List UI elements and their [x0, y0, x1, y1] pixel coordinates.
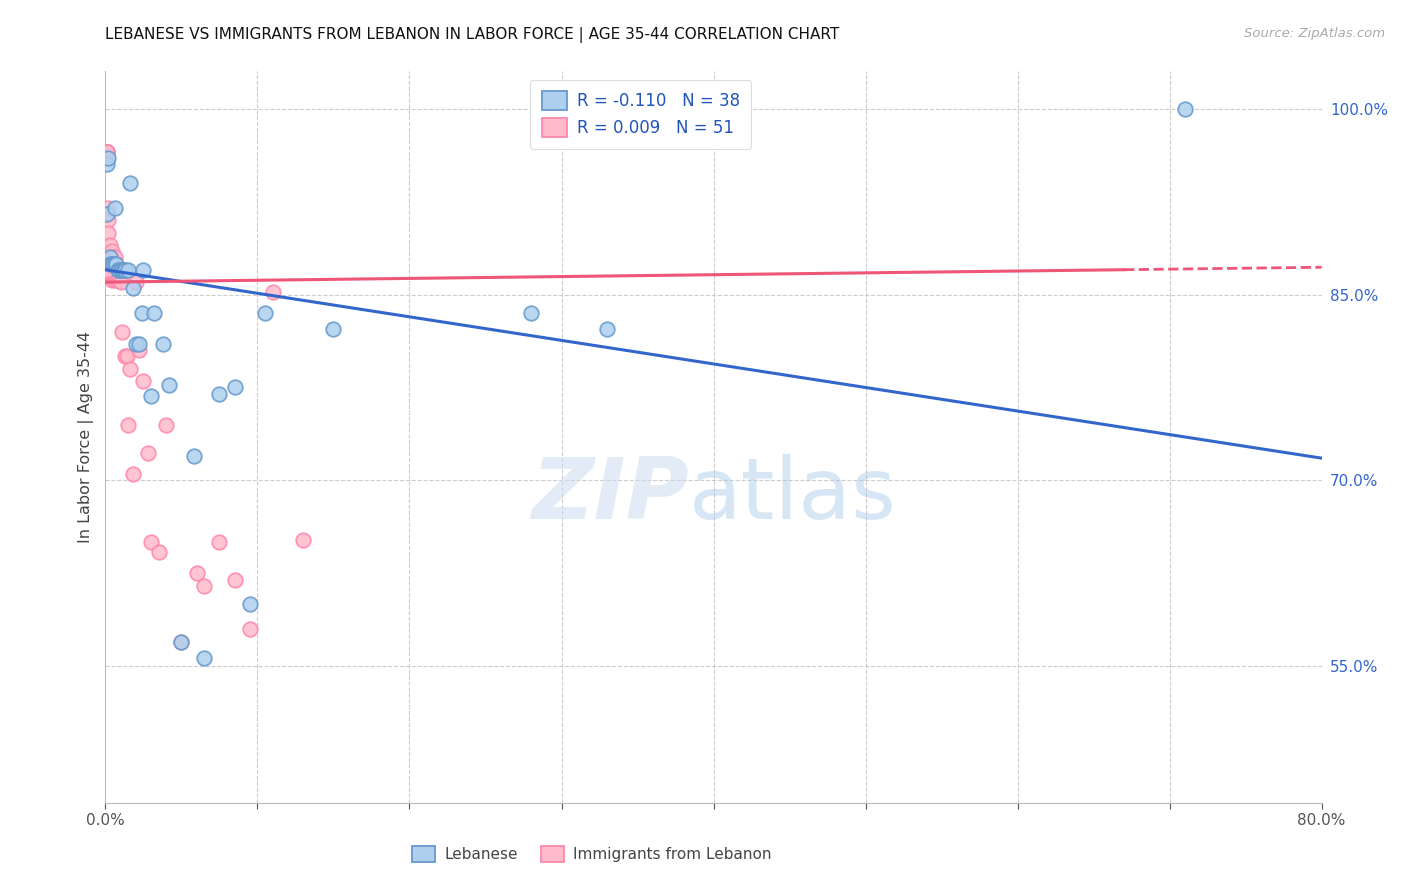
Point	[114, 262, 136, 277]
Point	[96, 145, 118, 159]
Point	[117, 417, 139, 432]
Point	[111, 325, 134, 339]
Point	[118, 362, 141, 376]
Point	[100, 272, 122, 286]
Point	[170, 634, 193, 648]
Point	[115, 350, 138, 364]
Point	[186, 566, 208, 581]
Point	[103, 262, 125, 277]
Text: Source: ZipAtlas.com: Source: ZipAtlas.com	[1244, 27, 1385, 40]
Point	[208, 386, 231, 401]
Point	[125, 275, 148, 289]
Point	[121, 281, 143, 295]
Point	[101, 250, 124, 264]
Point	[132, 262, 155, 277]
Point	[105, 256, 128, 270]
Point	[110, 262, 132, 277]
Point	[148, 545, 170, 559]
Point	[100, 256, 122, 270]
Point	[132, 374, 155, 388]
Point	[193, 579, 215, 593]
Point	[97, 201, 120, 215]
Point	[224, 573, 246, 587]
Point	[96, 145, 118, 159]
Text: ZIP: ZIP	[531, 454, 689, 537]
Point	[108, 268, 131, 283]
Point	[97, 244, 120, 259]
Point	[117, 262, 139, 277]
Text: atlas: atlas	[689, 454, 897, 537]
Point	[97, 262, 120, 277]
Point	[97, 151, 120, 165]
Point	[239, 598, 262, 612]
Point	[107, 272, 129, 286]
Point	[98, 250, 121, 264]
Point	[107, 262, 129, 277]
Point	[125, 337, 148, 351]
Point	[101, 268, 124, 283]
Point	[98, 256, 121, 270]
Point	[103, 250, 125, 264]
Point	[112, 262, 135, 277]
Point	[322, 322, 344, 336]
Point	[98, 268, 121, 283]
Point	[98, 238, 121, 252]
Point	[97, 226, 120, 240]
Point	[143, 306, 166, 320]
Point	[96, 145, 118, 159]
Point	[110, 275, 132, 289]
Point	[131, 306, 153, 320]
Point	[121, 467, 143, 482]
Point	[292, 533, 315, 547]
Point	[103, 272, 125, 286]
Point	[118, 176, 141, 190]
Point	[103, 201, 125, 215]
Point	[157, 378, 180, 392]
Text: LEBANESE VS IMMIGRANTS FROM LEBANON IN LABOR FORCE | AGE 35-44 CORRELATION CHART: LEBANESE VS IMMIGRANTS FROM LEBANON IN L…	[105, 27, 839, 43]
Point	[193, 650, 215, 665]
Point	[100, 244, 122, 259]
Legend: Lebanese, Immigrants from Lebanon: Lebanese, Immigrants from Lebanon	[406, 839, 778, 868]
Point	[96, 145, 118, 159]
Point	[101, 256, 124, 270]
Point	[103, 256, 125, 270]
Point	[1174, 102, 1197, 116]
Point	[183, 449, 205, 463]
Point	[98, 256, 121, 270]
Point	[155, 417, 177, 432]
Point	[111, 262, 134, 277]
Point	[97, 213, 120, 227]
Point	[96, 145, 118, 159]
Point	[136, 446, 159, 460]
Point	[208, 535, 231, 549]
Point	[224, 380, 246, 394]
Point	[262, 285, 284, 299]
Point	[254, 306, 277, 320]
Point	[96, 262, 118, 277]
Y-axis label: In Labor Force | Age 35-44: In Labor Force | Age 35-44	[79, 331, 94, 543]
Point	[114, 350, 136, 364]
Point	[170, 634, 193, 648]
Point	[128, 337, 150, 351]
Point	[96, 145, 118, 159]
Point	[98, 250, 121, 264]
Point	[139, 389, 162, 403]
Point	[96, 207, 118, 221]
Point	[105, 268, 128, 283]
Point	[96, 157, 118, 171]
Point	[596, 322, 619, 336]
Point	[108, 262, 131, 277]
Point	[139, 535, 162, 549]
Point	[128, 343, 150, 358]
Point	[239, 622, 262, 636]
Point	[100, 256, 122, 270]
Point	[520, 306, 543, 320]
Point	[152, 337, 174, 351]
Point	[96, 256, 118, 270]
